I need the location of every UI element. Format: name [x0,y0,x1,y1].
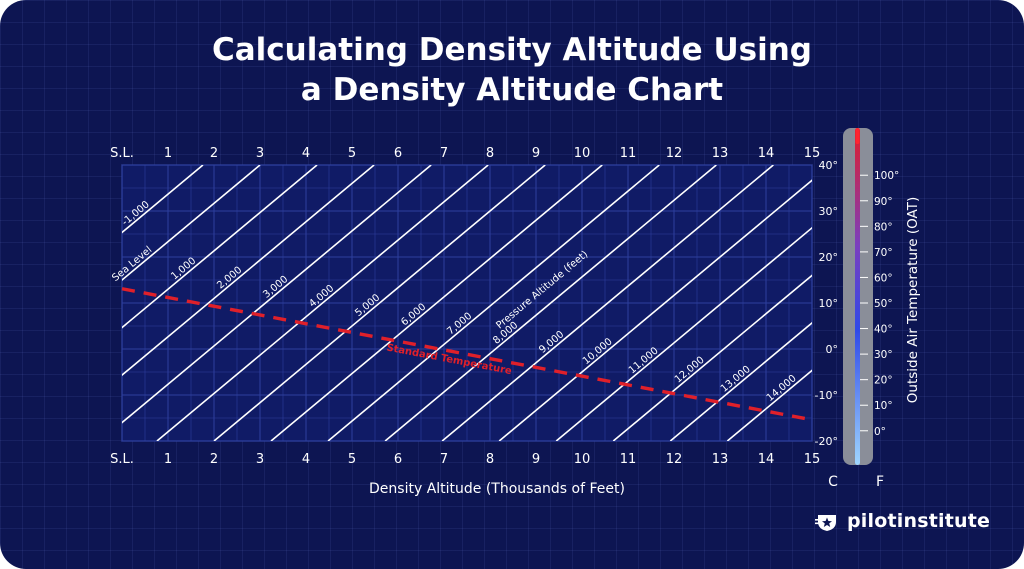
x-tick-top-label: 3 [256,146,264,161]
fahrenheit-tick-label: 90° [874,196,893,208]
celsius-tick-label: 20° [819,251,839,264]
plot-grid [121,164,813,442]
x-tick-bottom-label: 8 [486,452,494,467]
fahrenheit-tick-label: 10° [874,400,893,412]
fahrenheit-tick-label: 80° [874,221,893,233]
pressure-altitude-line [156,165,489,441]
x-tick-bottom-label: 5 [348,452,356,467]
thermometer-top-red [855,128,860,144]
x-axis-ticks: S.L. 1 2 3 4 5 6 7 8 9 10 11 12 13 14 15S.L. 1 2 3 4 5 6 7 8 9 10… [110,146,820,467]
x-tick-bottom-label: 9 [532,452,540,467]
pressure-altitude-line [270,165,603,441]
pressure-altitude-line [122,165,261,282]
x-tick-bottom-label: 13 [712,452,729,467]
x-tick-top-label: 9 [532,146,540,161]
x-tick-bottom-label: 2 [210,452,218,467]
x-tick-top-label: 14 [758,146,775,161]
fahrenheit-tick-label: 100° [874,170,899,182]
x-tick-top-label: 12 [666,146,683,161]
standard-temperature-line [121,287,813,422]
pressure-altitude-line [441,165,774,441]
x-tick-bottom-label: 3 [256,452,264,467]
pressure-altitude-lines [122,165,812,441]
x-tick-bottom-label: S.L. [110,452,134,467]
x-tick-top-label: 5 [348,146,356,161]
fahrenheit-tick-label: 60° [874,272,893,284]
fahrenheit-tick-label: 0° [874,426,886,438]
pressure-altitude-line [612,274,812,441]
celsius-tick-label: -10° [815,389,838,402]
logo-text: pilotinstitute [847,510,991,532]
celsius-tick-label: 0° [826,343,839,356]
x-tick-top-label: 15 [804,146,821,161]
x-tick-top-label: 2 [210,146,218,161]
x-tick-top-label: 10 [574,146,591,161]
celsius-tick-label: 40° [819,159,839,172]
x-tick-top-label: 13 [712,146,729,161]
x-tick-bottom-label: 1 [164,452,172,467]
title-line-1: Calculating Density Altitude Using [212,32,812,68]
star-badge-icon [815,515,836,531]
celsius-unit-label: C [828,474,838,490]
fahrenheit-tick-label: 50° [874,298,893,310]
x-tick-top-label: 1 [164,146,172,161]
fahrenheit-tick-label: 40° [874,324,893,336]
fahrenheit-unit-label: F [876,474,884,490]
pressure-altitude-line [327,165,660,441]
chart-title: Calculating Density Altitude Using a Den… [0,30,1024,110]
x-axis-label: Density Altitude (Thousands of Feet) [369,481,625,497]
pilot-institute-logo: pilotinstitute [815,510,990,532]
thermometer [843,128,873,465]
pressure-altitude-line [122,165,432,424]
thermometer-liquid [855,128,860,465]
x-tick-top-label: 11 [620,146,637,161]
x-tick-bottom-label: 11 [620,452,637,467]
x-tick-bottom-label: 12 [666,452,683,467]
celsius-axis: 40° 30° 20° 10° 0° -10° -20° [815,159,838,448]
x-tick-bottom-label: 4 [302,452,310,467]
title-line-2: a Density Altitude Chart [300,72,724,108]
pressure-altitude-line [122,165,318,329]
y-axis-label: Outside Air Temperature (OAT) [905,197,921,403]
x-tick-top-label: 8 [486,146,494,161]
x-tick-bottom-label: 6 [394,452,402,467]
fahrenheit-axis: 100° 90° 80° 70° 60° 50° 40° 30° 20° 10° 0° [860,170,899,438]
fahrenheit-tick-label: 30° [874,349,893,361]
pressure-altitude-line [213,165,546,441]
fahrenheit-tick-label: 20° [874,375,893,387]
celsius-tick-label: 10° [819,297,839,310]
x-tick-top-label: 6 [394,146,402,161]
fahrenheit-tick-label: 70° [874,247,893,259]
x-tick-top-label: 7 [440,146,448,161]
pressure-altitude-line [122,165,375,377]
x-tick-bottom-label: 10 [574,452,591,467]
x-tick-bottom-label: 7 [440,452,448,467]
pressure-altitude-line [726,369,812,441]
x-tick-bottom-label: 15 [804,452,821,467]
x-tick-top-label: 4 [302,146,310,161]
x-tick-bottom-label: 14 [758,452,775,467]
pressure-altitude-line [498,179,812,441]
celsius-tick-label: 30° [819,205,839,218]
pressure-altitude-line [384,165,717,441]
pressure-altitude-line [555,226,812,441]
pressure-altitude-line [122,165,204,234]
pressure-altitude-line [669,321,812,441]
celsius-tick-label: -20° [815,435,838,448]
x-tick-top-label: S.L. [110,146,134,161]
